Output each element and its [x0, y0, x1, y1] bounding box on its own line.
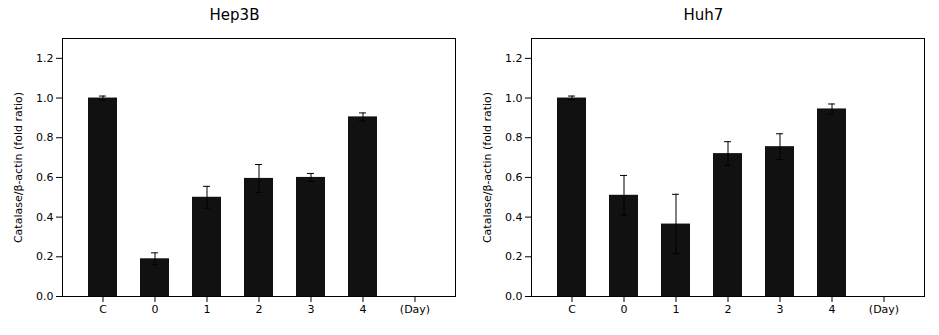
- svg-text:0.6: 0.6: [36, 171, 54, 184]
- svg-text:C: C: [568, 303, 576, 316]
- svg-text:Catalase/β-actin (fold ratio): Catalase/β-actin (fold ratio): [481, 92, 494, 243]
- svg-text:0.8: 0.8: [505, 131, 523, 144]
- svg-text:0: 0: [621, 303, 628, 316]
- svg-text:0: 0: [152, 303, 159, 316]
- svg-text:1: 1: [204, 303, 211, 316]
- svg-text:4: 4: [829, 303, 836, 316]
- svg-text:0.2: 0.2: [505, 250, 523, 263]
- svg-text:1: 1: [673, 303, 680, 316]
- svg-text:Catalase/β-actin (fold ratio): Catalase/β-actin (fold ratio): [12, 92, 25, 243]
- svg-text:(Day): (Day): [400, 303, 430, 316]
- svg-text:2: 2: [725, 303, 732, 316]
- svg-text:0.0: 0.0: [505, 290, 523, 303]
- svg-text:0.4: 0.4: [36, 211, 54, 224]
- svg-text:0.2: 0.2: [36, 250, 54, 263]
- html-text:Hep3B: Hep3B: [209, 6, 260, 24]
- svg-text:1.2: 1.2: [36, 52, 54, 65]
- svg-text:(Day): (Day): [869, 303, 899, 316]
- svg-text:3: 3: [777, 303, 784, 316]
- svg-text:1.0: 1.0: [36, 92, 54, 105]
- svg-text:0.0: 0.0: [36, 290, 54, 303]
- svg-text:C: C: [99, 303, 107, 316]
- svg-text:1.2: 1.2: [505, 52, 523, 65]
- svg-text:1.0: 1.0: [505, 92, 523, 105]
- svg-text:0.6: 0.6: [505, 171, 523, 184]
- svg-text:2: 2: [256, 303, 263, 316]
- svg-text:0.4: 0.4: [505, 211, 523, 224]
- svg-text:0.8: 0.8: [36, 131, 54, 144]
- svg-text:3: 3: [308, 303, 315, 316]
- svg-text:4: 4: [360, 303, 367, 316]
- html-text:Huh7: Huh7: [683, 6, 724, 24]
